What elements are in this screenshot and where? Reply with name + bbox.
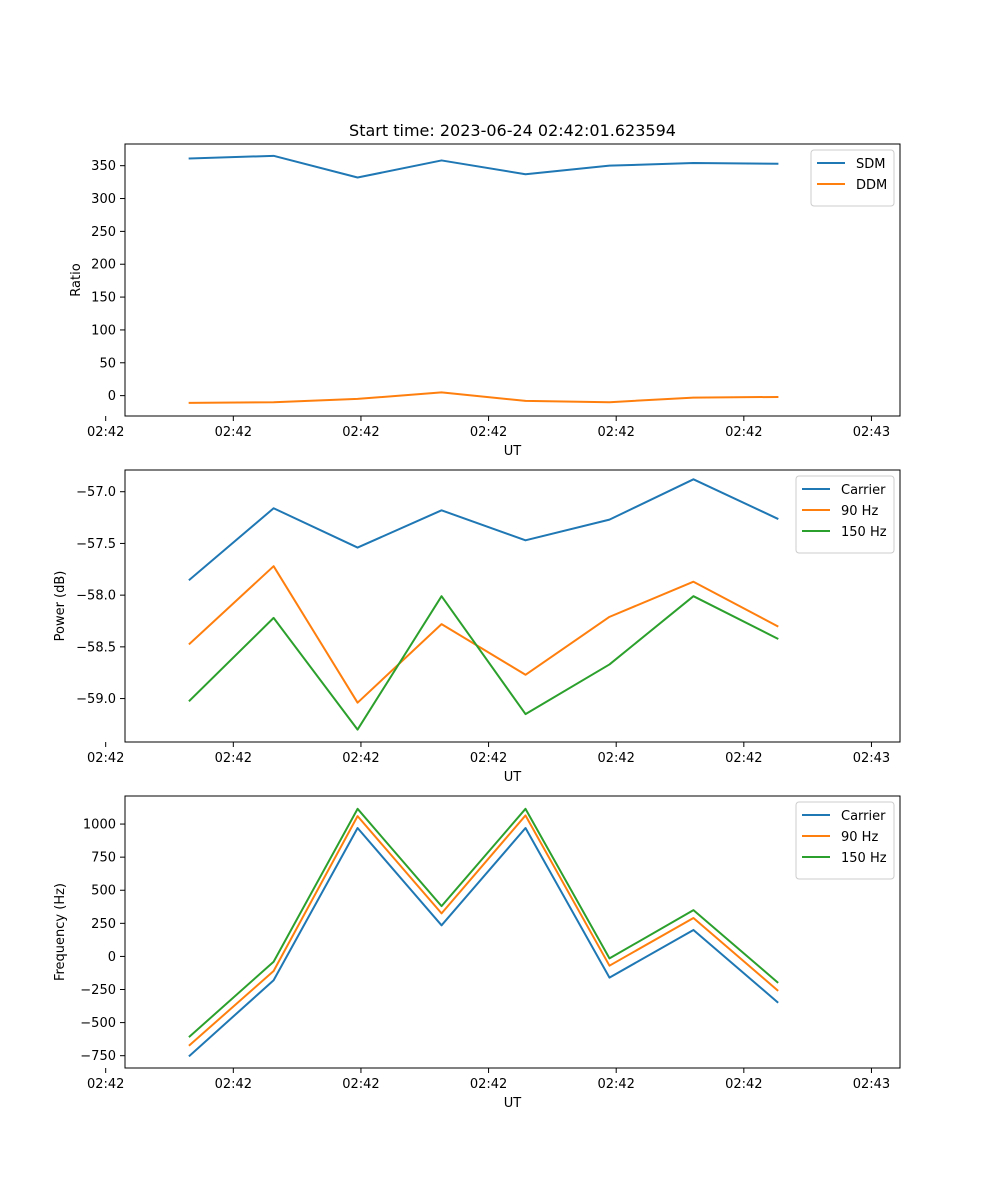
frequency-y-tick-label: 250 [91,917,116,932]
ratio-x-axis-label: UT [504,444,522,459]
power-x-tick-label: 02:42 [215,751,252,766]
frequency-y-tick-label: −250 [80,983,116,998]
frequency-x-axis-label: UT [504,1096,522,1111]
power-x-axis-label: UT [504,770,522,785]
ratio-x-tick-label: 02:42 [725,425,762,440]
power-y-tick-label: −58.5 [76,640,116,655]
power-legend-box [795,475,895,554]
power-legend-label: 150 Hz [841,525,887,540]
ratio-x-tick-label: 02:42 [470,425,507,440]
frequency-series-carrier [188,827,779,1058]
ratio-x-tick-label: 02:42 [342,425,379,440]
power-series-150-hz [188,595,779,731]
frequency-x-tick-label: 02:42 [342,1077,379,1092]
frequency-y-tick-label: 750 [91,851,116,866]
frequency-x-tick-label: 02:42 [725,1077,762,1092]
ratio-y-tick-label: 300 [91,192,116,207]
power-series-carrier [188,478,779,582]
frequency-legend-label: 150 Hz [841,851,887,866]
frequency-x-tick-label: 02:42 [215,1077,252,1092]
power-x-tick-label: 02:42 [342,751,379,766]
ratio-y-tick-label: 250 [91,225,116,240]
frequency-y-tick-label: 0 [108,950,116,965]
ratio-axes-frame [124,143,901,417]
power-x-tick-label: 02:43 [853,751,890,766]
power-x-tick-label: 02:42 [725,751,762,766]
ratio-y-tick-label: 200 [91,258,116,273]
ratio-legend-label: SDM [856,157,885,172]
frequency-series-90-hz [188,814,779,1047]
frequency-y-axis-label: Frequency (Hz) [53,883,68,981]
power-y-tick-label: −57.0 [76,485,116,500]
frequency-legend-label: Carrier [841,809,886,824]
ratio-x-tick-label: 02:43 [853,425,890,440]
frequency-x-tick-label: 02:42 [470,1077,507,1092]
frequency-y-tick-label: 1000 [83,818,116,833]
frequency-x-tick-label: 02:43 [853,1077,890,1092]
power-series-90-hz [188,565,779,704]
power-legend: Carrier 90 Hz 150 Hz [795,475,895,554]
ratio-y-tick-label: 50 [99,356,116,371]
power-subplot: 02:42 02:42 02:42 02:42 02:42 02:42 02:43 −59.0… [53,469,901,785]
power-legend-label: Carrier [841,483,886,498]
ratio-subplot: 02:42 02:42 02:42 02:42 02:42 02:42 02:43 0 50 10… [69,143,901,459]
ratio-y-tick-label: 0 [108,389,116,404]
frequency-subplot: 02:42 02:42 02:42 02:42 02:42 02:42 02:43 −750 −… [53,795,901,1111]
ratio-y-tick-label: 150 [91,291,116,306]
frequency-x-tick-label: 02:42 [87,1077,124,1092]
power-y-tick-label: −57.5 [76,537,116,552]
ratio-x-tick-label: 02:42 [597,425,634,440]
ratio-legend-label: DDM [856,178,887,193]
frequency-legend: Carrier 90 Hz 150 Hz [795,801,895,880]
frequency-y-tick-label: 500 [91,884,116,899]
ratio-y-axis-label: Ratio [69,263,84,296]
ratio-x-tick-label: 02:42 [87,425,124,440]
power-y-tick-label: −59.0 [76,692,116,707]
ratio-y-tick-label: 100 [91,323,116,338]
frequency-y-tick-label: −750 [80,1049,116,1064]
power-legend-label: 90 Hz [841,504,878,519]
frequency-x-tick-label: 02:42 [597,1077,634,1092]
power-y-tick-label: −58.0 [76,589,116,604]
power-x-tick-label: 02:42 [597,751,634,766]
frequency-legend-label: 90 Hz [841,830,878,845]
ratio-legend: SDM DDM [810,149,895,207]
ratio-series-ddm [188,391,779,404]
subplots: 02:42 02:42 02:42 02:42 02:42 02:42 02:43 0 50 10… [53,143,901,1111]
ratio-x-tick-label: 02:42 [215,425,252,440]
frequency-axes-frame [124,795,901,1069]
ratio-y-tick-label: 350 [91,159,116,174]
power-y-axis-label: Power (dB) [53,571,68,642]
ratio-series-sdm [188,154,779,179]
frequency-series-150-hz [188,807,779,1038]
figure-title: Start time: 2023-06-24 02:42:01.623594 [349,121,676,140]
frequency-y-tick-label: −500 [80,1016,116,1031]
power-x-tick-label: 02:42 [87,751,124,766]
power-x-tick-label: 02:42 [470,751,507,766]
power-axes-frame [124,469,901,743]
frequency-legend-box [795,801,895,880]
